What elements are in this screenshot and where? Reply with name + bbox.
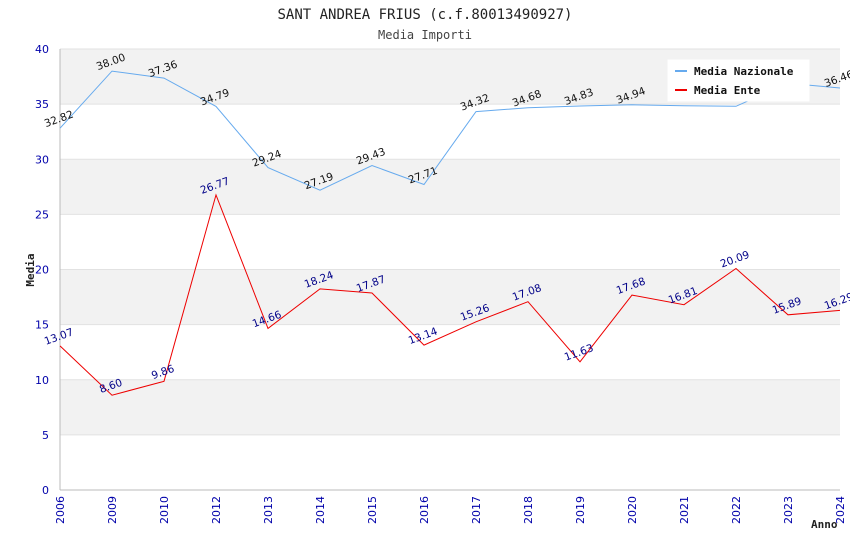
legend-box: [667, 59, 810, 102]
y-axis-ticks: 0 5 10 15 20 25 30 35 40: [35, 43, 49, 497]
x-tick-label: 2017: [470, 496, 483, 524]
y-tick-label: 10: [35, 374, 49, 387]
x-tick-label: 2016: [418, 496, 431, 524]
x-tick-label: 2012: [210, 496, 223, 524]
y-tick-label: 15: [35, 319, 49, 332]
x-tick-label: 2014: [314, 496, 327, 524]
x-tick-label: 2015: [366, 496, 379, 524]
x-axis-label: Anno: [811, 518, 838, 531]
x-tick-label: 2023: [782, 496, 795, 524]
x-tick-label: 2018: [522, 496, 535, 524]
y-tick-label: 0: [42, 484, 49, 497]
x-tick-label: 2024: [834, 496, 847, 524]
x-tick-label: 2010: [158, 496, 171, 524]
series-line-0: [59, 70, 841, 191]
y-tick-label: 30: [35, 153, 49, 166]
grid-band: [60, 159, 840, 215]
grid-band: [60, 214, 840, 270]
grid-band: [60, 269, 840, 325]
y-tick-label: 5: [42, 429, 49, 442]
grid-band: [60, 104, 840, 160]
x-tick-label: 2019: [574, 496, 587, 524]
legend-label: Media Ente: [694, 84, 761, 97]
x-tick-label: 2020: [626, 496, 639, 524]
grid-band: [60, 434, 840, 490]
plot-bands: [60, 48, 840, 491]
legend-label: Media Nazionale: [694, 65, 794, 78]
x-tick-label: 2013: [262, 496, 275, 524]
x-tick-label: 2022: [730, 496, 743, 524]
x-tick-label: 2021: [678, 496, 691, 524]
series-line-1: [59, 193, 841, 396]
chart-subtitle: Media Importi: [378, 28, 472, 42]
y-tick-label: 35: [35, 98, 49, 111]
y-axis-label: Media: [24, 253, 37, 286]
plot-axes: [59, 49, 840, 491]
series-lines: [59, 70, 841, 396]
y-tick-label: 40: [35, 43, 49, 56]
grid-band: [60, 379, 840, 435]
y-tick-label: 20: [35, 264, 49, 277]
y-tick-label: 25: [35, 208, 49, 221]
x-tick-label: 2009: [106, 496, 119, 524]
x-tick-label: 2006: [54, 496, 67, 524]
legend: Media Nazionale Media Ente: [667, 59, 810, 102]
x-axis-ticks: 2006 2009 2010 2012 2013 2014 2015 2016 2017 2018…: [54, 496, 847, 524]
chart-title: SANT ANDREA FRIUS (c.f.80013490927): [277, 7, 572, 23]
